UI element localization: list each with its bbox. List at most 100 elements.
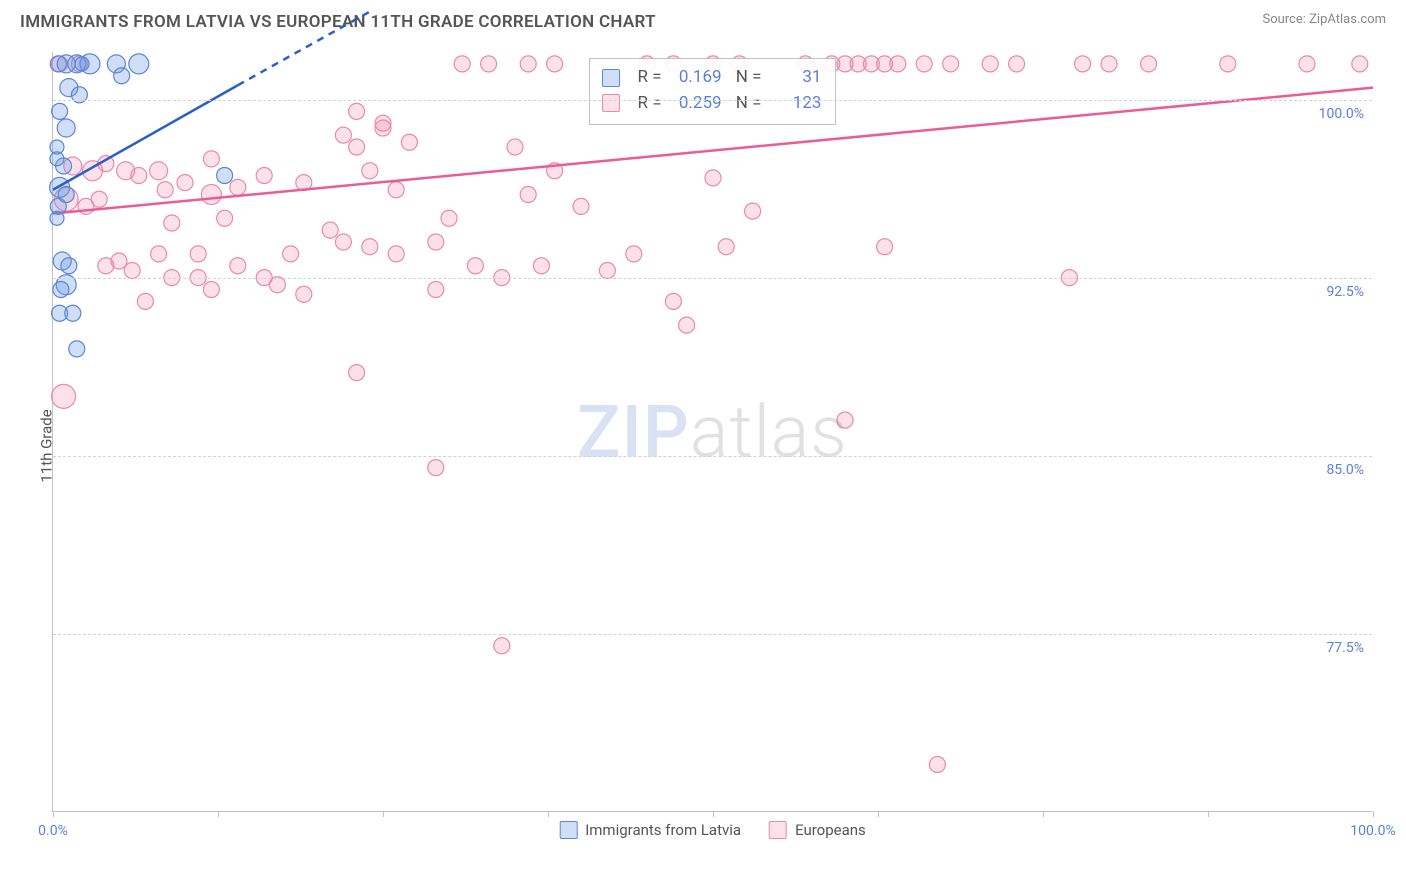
stats-swatch-1 — [602, 94, 620, 112]
stats-r-label: R = — [638, 65, 662, 91]
data-point — [217, 210, 233, 226]
data-point — [137, 293, 153, 309]
data-point — [201, 185, 221, 205]
data-point — [1352, 56, 1368, 72]
correlation-stats-box: R = 0.169 N = 31 R = 0.259 N = 123 — [589, 58, 837, 125]
chart-plot-area: ZIPatlas R = 0.169 N = 31 R = 0.259 N = … — [52, 52, 1372, 812]
xtick — [218, 811, 219, 817]
data-point — [50, 211, 64, 225]
data-point — [441, 210, 457, 226]
data-point — [230, 258, 246, 274]
data-point — [177, 175, 193, 191]
data-point — [454, 56, 470, 72]
data-point — [217, 168, 233, 184]
chart-title: IMMIGRANTS FROM LATVIA VS EUROPEAN 11TH … — [20, 12, 656, 32]
xtick — [1208, 811, 1209, 817]
data-point — [481, 56, 497, 72]
data-point — [520, 187, 536, 203]
xtick — [878, 811, 879, 817]
data-point — [150, 162, 168, 180]
data-point — [507, 139, 523, 155]
gridline — [53, 278, 1372, 279]
data-point — [349, 139, 365, 155]
data-point — [745, 203, 761, 219]
data-point — [375, 115, 391, 131]
data-point — [705, 170, 721, 186]
stats-r-value-1: 0.259 — [672, 91, 722, 117]
data-point — [349, 365, 365, 381]
stats-r-value-0: 0.169 — [672, 65, 722, 91]
data-point — [943, 56, 959, 72]
data-point — [1009, 56, 1025, 72]
data-point — [203, 151, 219, 167]
data-point — [863, 56, 879, 72]
data-point — [124, 263, 140, 279]
data-point — [1101, 56, 1117, 72]
data-point — [982, 56, 998, 72]
data-point — [151, 246, 167, 262]
stats-n-value-1: 123 — [771, 91, 821, 117]
data-point — [362, 163, 378, 179]
xtick-label: 100.0% — [1350, 823, 1395, 839]
legend-label-0: Immigrants from Latvia — [585, 821, 741, 839]
ytick-label: 77.5% — [1326, 640, 1364, 656]
gridline — [53, 456, 1372, 457]
ytick-label: 92.5% — [1326, 284, 1364, 300]
source-attribution: Source: ZipAtlas.com — [1262, 12, 1386, 27]
data-point — [69, 341, 85, 357]
stats-swatch-0 — [602, 69, 620, 87]
data-point — [190, 246, 206, 262]
stats-n-value-0: 31 — [771, 65, 821, 91]
data-point — [230, 179, 246, 195]
data-point — [269, 277, 285, 293]
data-point — [129, 54, 149, 74]
data-point — [388, 246, 404, 262]
data-point — [890, 56, 906, 72]
data-point — [349, 103, 365, 119]
data-point — [80, 54, 100, 74]
data-point — [837, 412, 853, 428]
xtick — [548, 811, 549, 817]
data-point — [877, 239, 893, 255]
stats-n-label: N = — [732, 91, 762, 117]
data-point — [679, 317, 695, 333]
data-point — [335, 234, 351, 250]
data-point — [52, 384, 76, 408]
legend-item-1: Europeans — [769, 821, 866, 839]
bottom-legend: Immigrants from Latvia Europeans — [559, 821, 866, 839]
data-point — [520, 56, 536, 72]
data-point — [1299, 56, 1315, 72]
data-point — [57, 119, 75, 137]
scatter-plot-svg — [53, 52, 1372, 811]
data-point — [50, 152, 64, 166]
data-point — [626, 246, 642, 262]
stats-row-series-1: R = 0.259 N = 123 — [602, 91, 822, 117]
data-point — [428, 460, 444, 476]
xtick — [1373, 811, 1374, 817]
xtick — [383, 811, 384, 817]
stats-r-label: R = — [638, 91, 662, 117]
data-point — [131, 168, 147, 184]
data-point — [52, 103, 68, 119]
data-point — [467, 258, 483, 274]
data-point — [61, 258, 77, 274]
data-point — [929, 757, 945, 773]
data-point — [335, 127, 351, 143]
data-point — [573, 198, 589, 214]
data-point — [916, 56, 932, 72]
xtick — [713, 811, 714, 817]
legend-swatch-1 — [769, 821, 787, 839]
xtick — [1043, 811, 1044, 817]
data-point — [388, 182, 404, 198]
legend-label-1: Europeans — [795, 821, 866, 839]
data-point — [362, 239, 378, 255]
data-point — [157, 182, 173, 198]
data-point — [203, 282, 219, 298]
data-point — [1075, 56, 1091, 72]
gridline — [53, 634, 1372, 635]
data-point — [296, 286, 312, 302]
data-point — [322, 222, 338, 238]
data-point — [91, 191, 107, 207]
data-point — [1141, 56, 1157, 72]
data-point — [428, 234, 444, 250]
